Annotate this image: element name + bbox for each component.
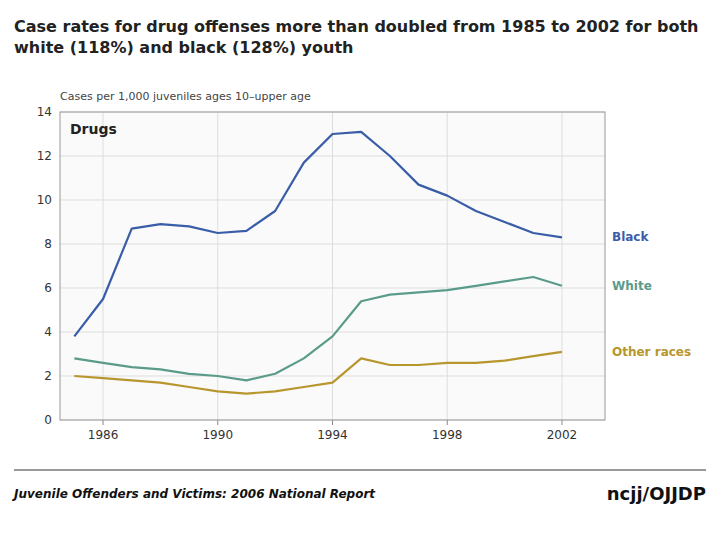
chart: Case rates for drug offenses more than d… (0, 0, 720, 540)
x-tick (217, 420, 218, 425)
x-grid-line (561, 112, 562, 420)
series-line (74, 132, 562, 337)
y-tick-label: 4 (44, 325, 52, 339)
y-tick-label: 10 (37, 193, 52, 207)
x-grid-line (217, 112, 218, 420)
x-grid-line (332, 112, 333, 420)
series-line (74, 352, 562, 394)
series-label: White (612, 279, 652, 293)
x-grid-line (447, 112, 448, 420)
y-tick-label: 6 (44, 281, 52, 295)
series-label: Black (612, 230, 649, 244)
x-tick-label: 1998 (432, 428, 463, 442)
x-grid-line (103, 112, 104, 420)
y-tick-label: 0 (44, 413, 52, 427)
x-tick-label: 2002 (547, 428, 578, 442)
plot-frame (60, 112, 605, 420)
series-line (74, 277, 562, 380)
series-label: Other races (612, 345, 691, 359)
x-tick (332, 420, 333, 425)
lines (74, 132, 562, 394)
x-tick-label: 1994 (317, 428, 348, 442)
x-tick (561, 420, 562, 425)
x-tick (447, 420, 448, 425)
title: Case rates for drug offenses more than d… (14, 17, 704, 57)
y-tick-label: 12 (37, 149, 52, 163)
chart-label: Drugs (70, 121, 117, 137)
y-tick-label: 8 (44, 237, 52, 251)
footer-text: Juvenile Offenders and Victims: 2006 Nat… (12, 487, 376, 501)
footer-rule (14, 469, 706, 471)
plot-background (60, 112, 605, 420)
x-tick-label: 1986 (88, 428, 119, 442)
grid (60, 112, 605, 420)
y-tick-label: 2 (44, 369, 52, 383)
y-tick-label: 14 (37, 105, 52, 119)
footer-logo: ncjj/OJJDP (607, 483, 706, 504)
y-axis-label: Cases per 1,000 juveniles ages 10–upper … (60, 90, 311, 103)
x-tick-label: 1990 (202, 428, 233, 442)
x-tick (103, 420, 104, 425)
